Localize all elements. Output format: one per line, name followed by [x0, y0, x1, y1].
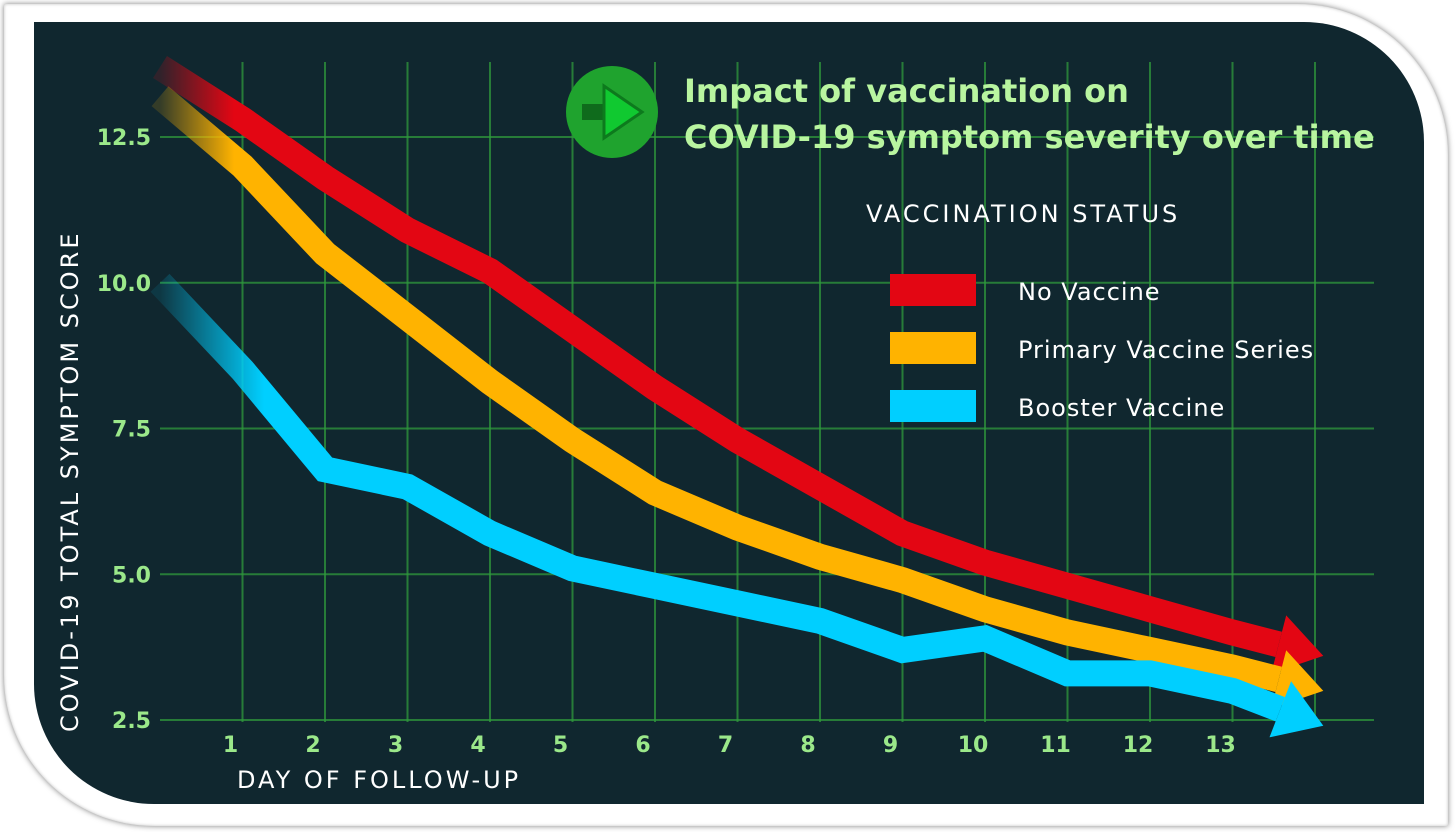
x-tick-label: 13 — [1205, 733, 1236, 758]
legend: VACCINATION STATUS No Vaccine Primary Va… — [866, 200, 1314, 422]
x-tick-label: 1 — [223, 733, 238, 758]
x-tick-label: 2 — [305, 733, 320, 758]
y-tick-label: 12.5 — [97, 126, 151, 151]
series-primary-vaccine-series — [151, 86, 1324, 709]
chart-panel: 12.5 10.0 7.5 5.0 2.5 1 2 3 4 5 6 7 8 9 10 11 12 13 Impa… — [34, 22, 1424, 804]
y-axis-label: COVID-19 TOTAL SYMPTOM SCORE — [56, 231, 84, 732]
arrow-right-icon — [582, 83, 645, 141]
series-line — [153, 56, 1282, 657]
chart-title-line-2: COVID-19 symptom severity over time — [684, 118, 1375, 156]
y-tick-label: 2.5 — [112, 709, 151, 734]
y-axis-ticks: 12.5 10.0 7.5 5.0 2.5 — [97, 126, 151, 734]
chart-title-line-1: Impact of vaccination on — [684, 72, 1129, 110]
chart-svg: 12.510.07.55.02.5 1 2 3 4 5 6 7 8 9 10 11 12 13 Impa… — [56, 56, 1375, 794]
legend-swatch-no-vaccine — [890, 274, 976, 306]
x-tick-label: 4 — [470, 733, 485, 758]
x-tick-label: 9 — [883, 733, 898, 758]
series-line — [151, 86, 1282, 692]
title-badge — [566, 66, 658, 158]
x-tick-label: 10 — [958, 733, 989, 758]
legend-label-booster: Booster Vaccine — [1018, 394, 1225, 422]
series-line — [150, 273, 1285, 722]
x-tick-label: 5 — [553, 733, 568, 758]
x-tick-label: 11 — [1040, 733, 1071, 758]
x-tick-label: 3 — [388, 733, 403, 758]
y-tick-label: 7.5 — [112, 418, 151, 443]
legend-label-primary-series: Primary Vaccine Series — [1018, 336, 1314, 364]
series-arrowhead — [1269, 681, 1324, 738]
legend-swatch-booster — [890, 390, 976, 422]
legend-label-no-vaccine: No Vaccine — [1018, 278, 1161, 306]
series-arrowhead — [1271, 650, 1324, 709]
x-tick-label: 7 — [718, 733, 733, 758]
y-tick-label: 5.0 — [112, 563, 151, 588]
x-axis-ticks: 1 2 3 4 5 6 7 8 9 10 11 12 13 — [223, 733, 1236, 758]
legend-swatch-primary-series — [890, 332, 976, 364]
y-tick-label: 10.0 — [97, 272, 151, 297]
x-tick-label: 12 — [1123, 733, 1154, 758]
series-no-vaccine — [153, 56, 1324, 674]
series-booster-vaccine — [150, 273, 1324, 738]
x-axis-label: DAY OF FOLLOW-UP — [237, 766, 521, 794]
x-tick-label: 8 — [800, 733, 815, 758]
series-layer — [150, 56, 1324, 738]
x-tick-label: 6 — [635, 733, 650, 758]
legend-title: VACCINATION STATUS — [866, 200, 1180, 228]
